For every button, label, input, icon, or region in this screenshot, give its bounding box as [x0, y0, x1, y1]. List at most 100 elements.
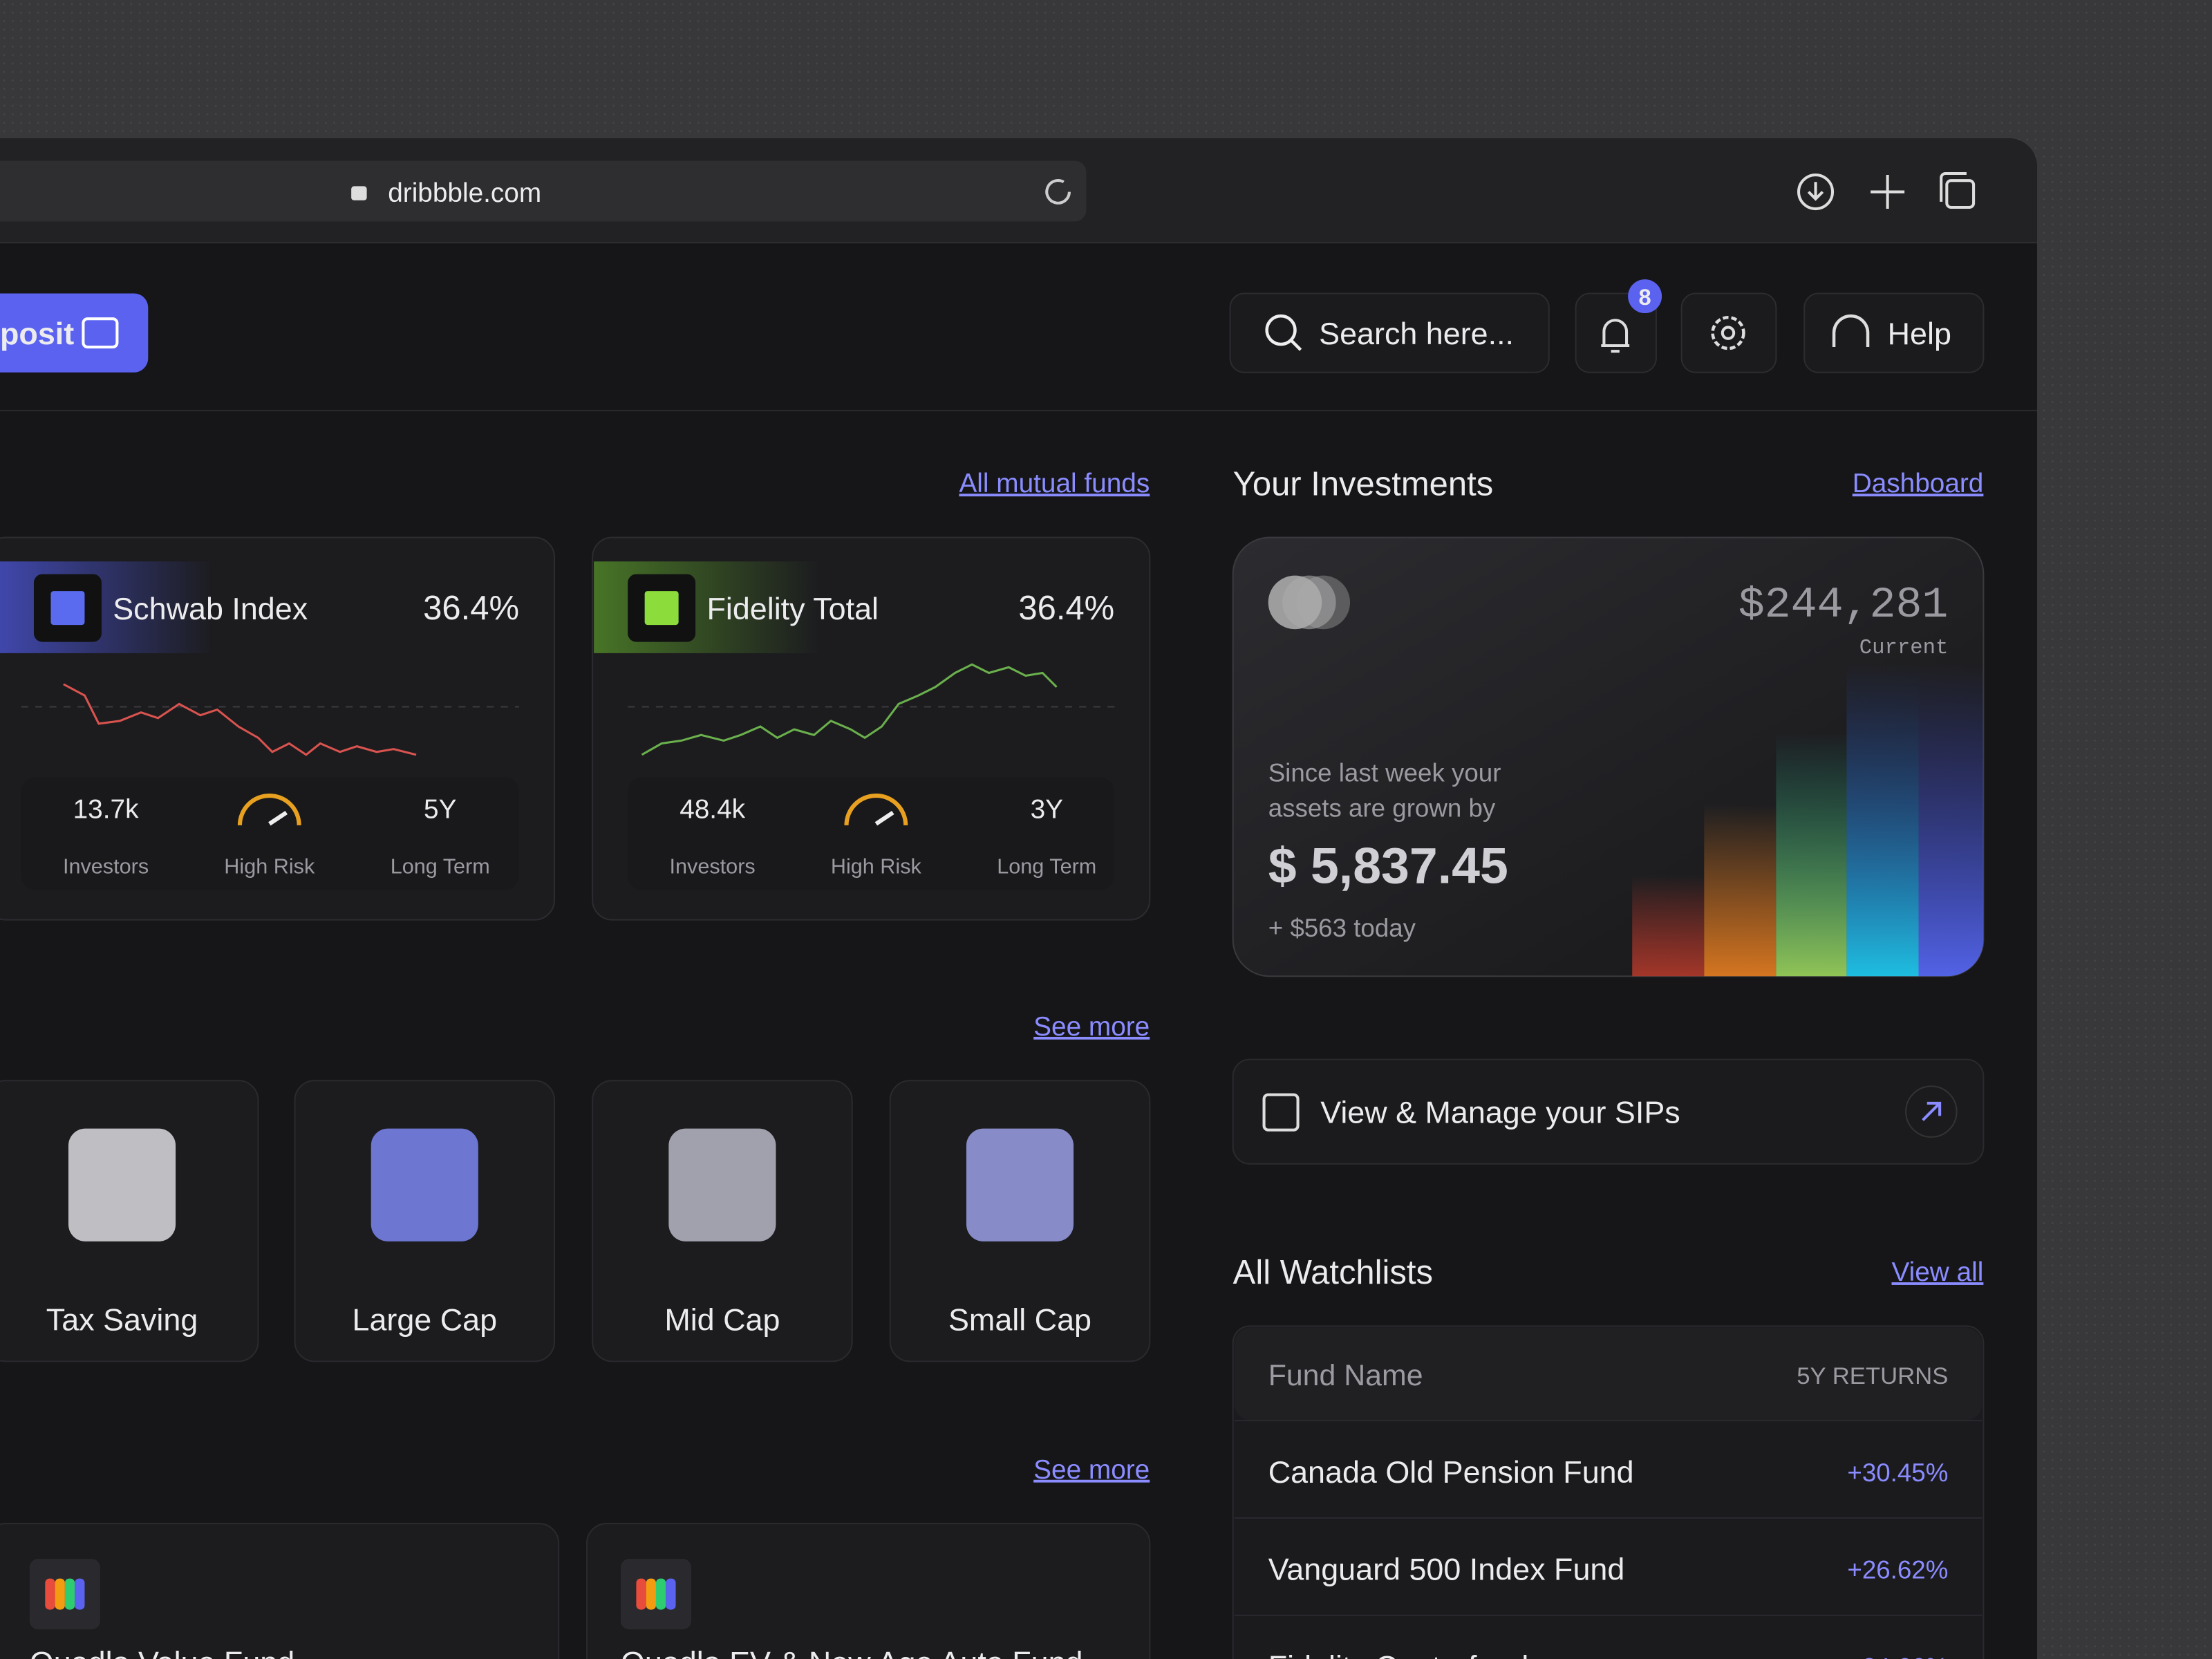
notification-badge	[1628, 279, 1662, 314]
logo-stripe	[75, 1578, 85, 1610]
card-bg	[0, 1523, 560, 1659]
fund-returns: +26.62%	[1847, 1556, 1948, 1584]
investments-title: Your Investments	[1233, 465, 1494, 503]
category-label: Small Cap	[948, 1302, 1091, 1337]
deposit-button[interactable]	[0, 293, 149, 373]
watchlist-title: All Watchlists	[1233, 1254, 1433, 1291]
help-button[interactable]	[1803, 292, 1985, 373]
fund-card[interactable]: Quadla EV & New Age Auto Fund	[585, 1523, 1151, 1659]
card-bars	[1632, 663, 1984, 977]
card-bg	[585, 1523, 1151, 1659]
category-card[interactable]: Mid Cap	[592, 1080, 853, 1362]
fund-return: 36.4%	[423, 590, 519, 627]
table-header	[1234, 1327, 1983, 1421]
term-label: Long Term	[391, 854, 490, 878]
fund-name: Quadla EV & New Age Auto Fund	[621, 1644, 1083, 1659]
fund-card[interactable]: Fidelity Total 36.4% 48.4k Investors High Ri…	[592, 536, 1151, 921]
investors-label: Investors	[670, 854, 756, 878]
logo-stripe	[646, 1578, 656, 1610]
settings-button[interactable]	[1680, 292, 1777, 373]
risk-label: High Risk	[831, 854, 922, 878]
table-row[interactable]: Canada Old Pension Fund +30.45%	[1234, 1420, 1983, 1490]
risk-gauge	[844, 794, 908, 825]
logo-stripe	[45, 1578, 55, 1610]
logo-stripe	[636, 1578, 646, 1610]
all-funds-link[interactable]: All mutual funds	[959, 469, 1150, 498]
category-card[interactable]: Large Cap	[294, 1080, 556, 1362]
toolbar-icons[interactable]	[1797, 171, 1976, 211]
arrow-circle	[1905, 1085, 1958, 1138]
investors-label: Investors	[63, 854, 149, 878]
since-text: Since last week your	[1268, 759, 1501, 787]
fund-card[interactable]: Schwab Index 36.4% 13.7k Investors High Risk…	[0, 536, 556, 921]
arrow-icon	[1922, 1101, 1942, 1121]
fund-name: Quadla Value Fund	[30, 1644, 294, 1659]
category-label: Tax Saving	[46, 1302, 198, 1337]
fund-name: Fidelity Total	[706, 591, 879, 626]
deposit-label: posit	[0, 316, 74, 351]
wallet-icon	[82, 317, 119, 349]
dashboard-link[interactable]: Dashboard	[1853, 469, 1984, 498]
gear-center	[1721, 326, 1736, 340]
term: 3Y	[1031, 795, 1063, 825]
current-label: Current	[1859, 637, 1949, 660]
card-logo	[1268, 575, 1351, 630]
fund-name: Fidelity Contrafund	[1268, 1649, 1529, 1659]
category-card[interactable]: Tax Saving	[0, 1080, 259, 1362]
fund-logo-mark	[644, 591, 679, 626]
url-bar[interactable]	[0, 160, 1087, 222]
gauge-needle	[268, 810, 288, 826]
sip-button[interactable]	[1232, 1058, 1985, 1165]
reload-icon[interactable]	[1045, 179, 1071, 205]
notification-button[interactable]	[1575, 292, 1657, 373]
fund-name: Vanguard 500 Index Fund	[1268, 1552, 1625, 1587]
logo-stripe	[55, 1578, 65, 1610]
investors: 48.4k	[679, 795, 745, 825]
category-label: Large Cap	[352, 1302, 497, 1337]
see-more-link[interactable]: See more	[1033, 1012, 1150, 1042]
table-row[interactable]: Fidelity Contrafund +24.66%	[1234, 1614, 1983, 1659]
calendar-icon	[1262, 1093, 1300, 1132]
stats-bg	[628, 777, 1115, 890]
stats-bg	[21, 777, 520, 890]
search-icon	[1265, 314, 1297, 346]
help-label: Help	[1888, 316, 1951, 351]
header-cell: 5Y RETURNS	[1797, 1363, 1948, 1389]
logo-stripe	[655, 1578, 666, 1610]
lock-icon	[351, 186, 367, 200]
logo-stripe	[64, 1578, 75, 1610]
bell-icon	[1601, 319, 1630, 353]
fund-card[interactable]: Quadla Value Fund	[0, 1523, 560, 1659]
url: dribbble.com	[388, 178, 541, 208]
category-card[interactable]: Small Cap	[889, 1080, 1151, 1362]
risk-gauge	[237, 794, 301, 825]
gear-icon	[1711, 315, 1745, 350]
search-placeholder: Search here...	[1319, 316, 1514, 351]
term-label: Long Term	[997, 854, 1096, 878]
fund-returns: +30.45%	[1847, 1459, 1948, 1487]
logo-stripe	[666, 1578, 676, 1610]
headset-icon	[1832, 314, 1870, 348]
fund-name: Schwab Index	[113, 591, 308, 626]
fund-logo-mark	[50, 591, 85, 626]
sparkline	[641, 663, 1058, 756]
search-box[interactable]	[1229, 292, 1550, 373]
investors: 13.7k	[73, 795, 139, 825]
search-icon-handle	[1289, 339, 1302, 351]
gauge-needle	[874, 810, 894, 826]
category-illustration	[966, 1128, 1074, 1241]
fund-return: 36.4%	[1018, 590, 1114, 627]
table-row[interactable]: Vanguard 500 Index Fund +26.62%	[1234, 1517, 1983, 1587]
notification-count: 8	[1639, 284, 1651, 310]
view-all-link[interactable]: View all	[1891, 1257, 1983, 1287]
sip-label: View & Manage your SIPs	[1320, 1094, 1680, 1130]
header-cell: Fund Name	[1268, 1359, 1423, 1392]
category-illustration	[371, 1128, 478, 1241]
current-value: $244,281	[1738, 580, 1949, 630]
term: 5Y	[424, 795, 456, 825]
see-more-link[interactable]: See more	[1033, 1455, 1150, 1485]
today-growth: + $563 today	[1268, 914, 1416, 942]
growth-value: $ 5,837.45	[1268, 837, 1508, 894]
category-illustration	[668, 1128, 776, 1241]
